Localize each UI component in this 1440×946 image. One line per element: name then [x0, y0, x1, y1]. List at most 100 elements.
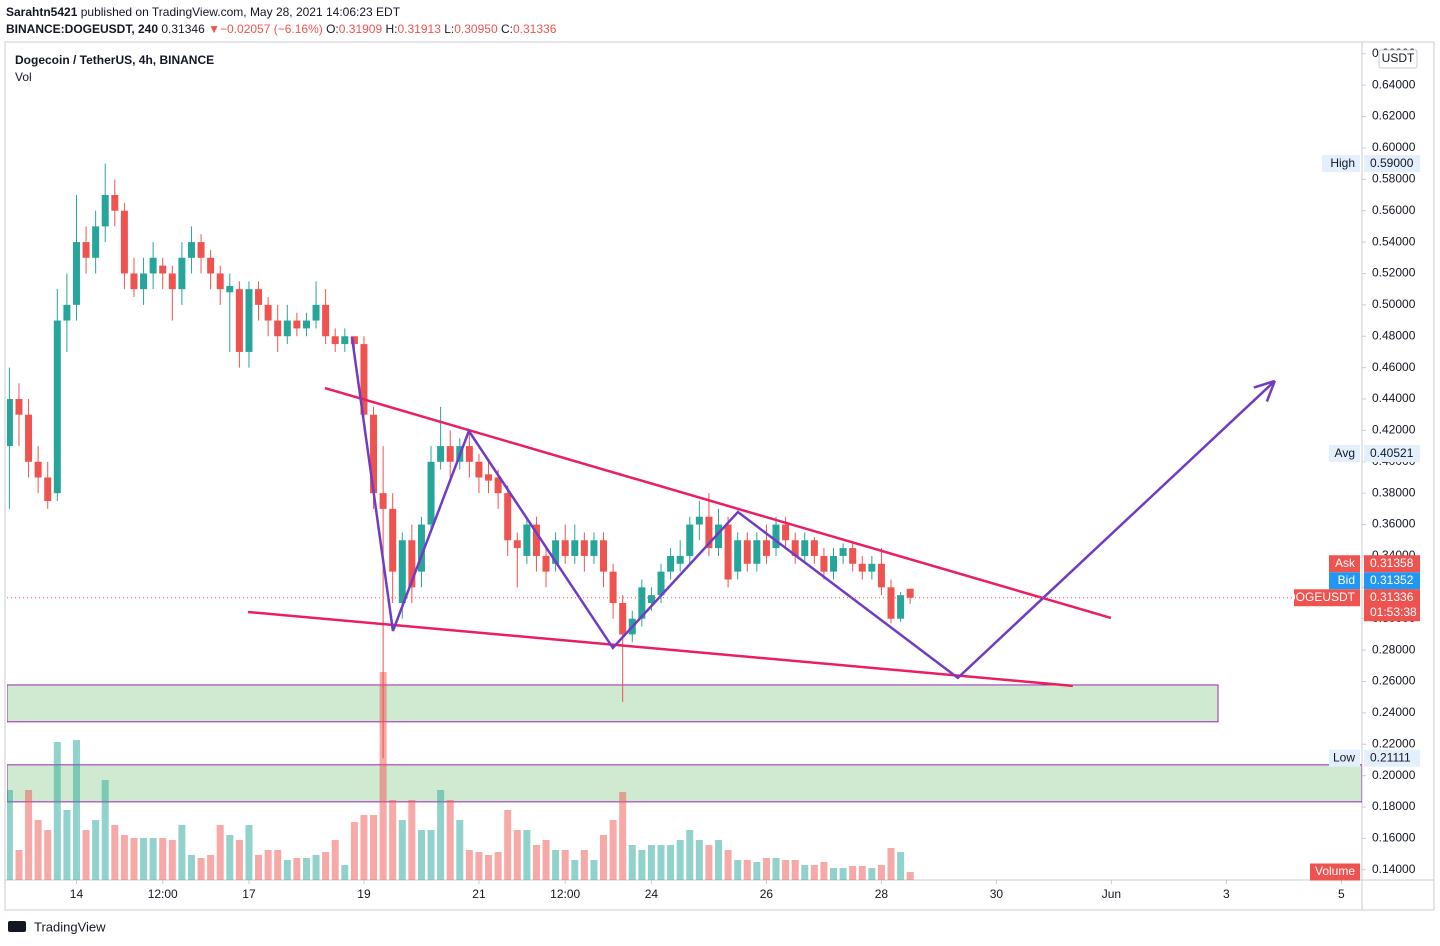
- candle-body: [676, 555, 684, 564]
- ohlc-label: O:: [326, 22, 339, 36]
- volume-bar: [858, 866, 866, 880]
- volume-bar: [456, 820, 464, 880]
- candle-body: [140, 273, 148, 290]
- volume-bar: [475, 852, 483, 880]
- ohlc-label: L:: [444, 22, 455, 36]
- y-tick-label: 0.18000: [1372, 799, 1416, 813]
- candle-body: [561, 540, 569, 556]
- ohlc-value: 0.31913: [397, 22, 441, 36]
- candle-body: [53, 320, 61, 494]
- candle-body: [897, 595, 905, 619]
- volume-bar: [197, 858, 205, 880]
- candle-body: [7, 399, 13, 447]
- y-tick-label: 0.58000: [1372, 171, 1416, 185]
- volume-bar: [63, 810, 71, 880]
- candle-body: [552, 540, 560, 564]
- volume-bar: [897, 852, 905, 880]
- volume-bar: [178, 825, 186, 880]
- volume-bar: [504, 810, 512, 880]
- pattern-path: [350, 336, 1276, 680]
- volume-bar: [53, 742, 61, 880]
- y-tick-label: 0.62000: [1372, 109, 1416, 123]
- volume-bar: [293, 858, 301, 880]
- candle-body: [609, 571, 617, 604]
- volume-bar: [235, 840, 243, 880]
- candle-body: [15, 399, 23, 415]
- candle-body: [398, 540, 406, 604]
- candle-body: [465, 446, 473, 462]
- candle-body: [906, 588, 914, 598]
- volume-bar: [34, 820, 42, 880]
- candle-body: [370, 414, 378, 494]
- candle-body: [25, 414, 33, 462]
- currency-box: [1378, 49, 1418, 69]
- volume-bar: [302, 858, 310, 880]
- volume-bar: [743, 860, 751, 880]
- volume-bar: [542, 840, 550, 880]
- price-tag-label: DOGEUSDT: [1287, 590, 1356, 604]
- candle-body: [34, 461, 42, 478]
- candle-body: [417, 524, 425, 572]
- volume-bar: [830, 868, 838, 880]
- candle-body: [705, 516, 713, 549]
- pane-title: Dogecoin / TetherUS, 4h, BINANCE: [15, 53, 214, 67]
- candle-body: [523, 524, 531, 556]
- publisher[interactable]: Sarahtn5421: [6, 5, 78, 19]
- candle-body: [494, 477, 502, 494]
- x-tick-label: 19: [357, 887, 371, 901]
- volume-bar: [695, 840, 703, 880]
- volume-bar: [168, 840, 176, 880]
- y-tick-label: 0.54000: [1372, 234, 1416, 248]
- y-tick-label: 0.50000: [1372, 297, 1416, 311]
- volume-bar: [523, 830, 531, 880]
- candle-body: [504, 493, 512, 541]
- volume-bar: [255, 855, 263, 880]
- volume-bar: [446, 800, 454, 880]
- volume-bar: [906, 872, 914, 880]
- candle-body: [197, 242, 205, 258]
- candle-body: [868, 563, 876, 572]
- candle-body: [762, 540, 770, 556]
- x-tick-label: 30: [990, 887, 1004, 901]
- volume-bar: [350, 822, 358, 880]
- volume-bar: [389, 800, 397, 880]
- volume-bar: [532, 845, 540, 880]
- volume-bar: [322, 852, 330, 880]
- volume-bar: [762, 858, 770, 880]
- volume-bar: [810, 865, 818, 880]
- candle-body: [887, 587, 895, 619]
- volume-bar: [657, 845, 665, 880]
- price-tag-value-box: [1364, 445, 1420, 463]
- arrow-head: [1265, 380, 1276, 402]
- volume-bar: [705, 845, 713, 880]
- volume-bar: [552, 850, 560, 880]
- brand[interactable]: TradingView: [34, 919, 106, 934]
- volume-bar: [715, 840, 723, 880]
- candle-body: [226, 286, 234, 293]
- candle-body: [111, 195, 119, 211]
- volume-bar: [667, 845, 675, 880]
- price-tag-label: Ask: [1335, 556, 1356, 570]
- price-tag-label-box: [1329, 749, 1360, 767]
- x-tick-label: 14: [70, 887, 84, 901]
- candle-body: [849, 548, 857, 564]
- y-tick-label: 0.64000: [1372, 77, 1416, 91]
- price-tag-label: Low: [1333, 750, 1355, 764]
- y-tick-label: 0.14000: [1372, 862, 1416, 876]
- volume-bar: [600, 835, 608, 880]
- candle-body: [437, 446, 445, 462]
- volume-bar: [408, 800, 416, 880]
- candle-body: [44, 477, 52, 502]
- volume-bar: [485, 855, 493, 880]
- volume-bar: [101, 780, 109, 880]
- volume-bar: [226, 835, 234, 880]
- volume-bar: [877, 865, 885, 880]
- volume-bar: [887, 848, 895, 880]
- price-tag-value-box: [1364, 572, 1420, 590]
- candle-body: [839, 548, 847, 556]
- y-tick-label: 0.44000: [1372, 391, 1416, 405]
- volume-bar: [734, 860, 742, 880]
- volume-bar: [427, 830, 435, 880]
